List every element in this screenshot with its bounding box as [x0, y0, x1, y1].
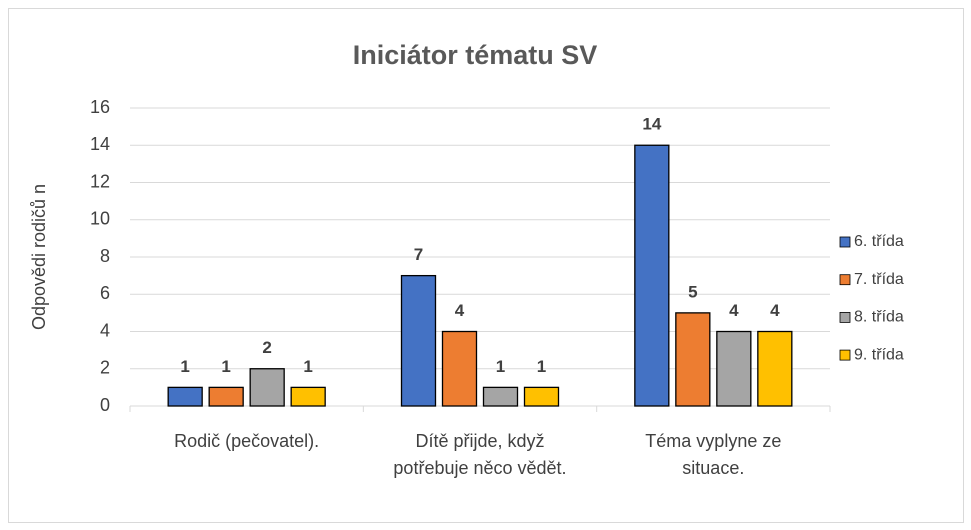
legend-swatch: [839, 274, 851, 286]
data-label: 2: [262, 338, 271, 357]
legend-label: 8. třída: [854, 309, 904, 326]
x-tick-label: Dítě přijde, když potřebuje něco vědět.: [393, 431, 567, 478]
chart-border: [8, 8, 964, 523]
bar: [716, 330, 752, 407]
y-tick-label: 4: [100, 320, 110, 340]
legend-swatch: [839, 311, 851, 323]
legend-label: 7. třída: [854, 271, 904, 288]
y-tick-label: 8: [100, 246, 110, 266]
y-tick-label: 10: [90, 209, 110, 229]
data-label: 1: [496, 357, 505, 376]
legend-label: 6. třída: [854, 233, 904, 250]
data-label: 1: [303, 357, 312, 376]
bar: [441, 330, 478, 407]
y-tick-label: 6: [100, 283, 110, 303]
legend-swatch: [839, 349, 851, 361]
bar: [249, 368, 285, 407]
y-tick-label: 16: [90, 97, 110, 117]
bar: [167, 386, 203, 407]
chart-title: Iniciátor tématu SV: [353, 40, 598, 70]
bar: [757, 330, 793, 407]
bar: [208, 386, 244, 407]
bar: [634, 144, 670, 407]
bar: [290, 386, 326, 407]
data-label: 5: [688, 282, 697, 301]
bar: [523, 386, 560, 407]
bar: [482, 386, 519, 407]
legend-swatch: [839, 236, 851, 248]
bar: [675, 312, 711, 407]
y-tick-label: 0: [100, 395, 110, 415]
data-label: 1: [180, 357, 189, 376]
data-label: 1: [221, 357, 230, 376]
x-tick-label: Rodič (pečovatel).: [174, 431, 320, 451]
data-label: 4: [729, 301, 739, 320]
y-axis-label: Odpovědi rodičů n: [29, 184, 49, 330]
y-tick-label: 12: [90, 171, 110, 191]
bar: [400, 274, 437, 407]
data-label: 1: [537, 357, 546, 376]
data-label: 4: [455, 301, 465, 320]
data-label: 7: [414, 245, 423, 264]
data-label: 14: [642, 115, 661, 134]
y-tick-label: 2: [100, 358, 110, 378]
x-tick-label: Téma vyplyne ze situace.: [645, 431, 782, 478]
legend-label: 9. třída: [854, 346, 904, 363]
y-tick-label: 14: [90, 134, 110, 154]
data-label: 4: [770, 301, 780, 320]
